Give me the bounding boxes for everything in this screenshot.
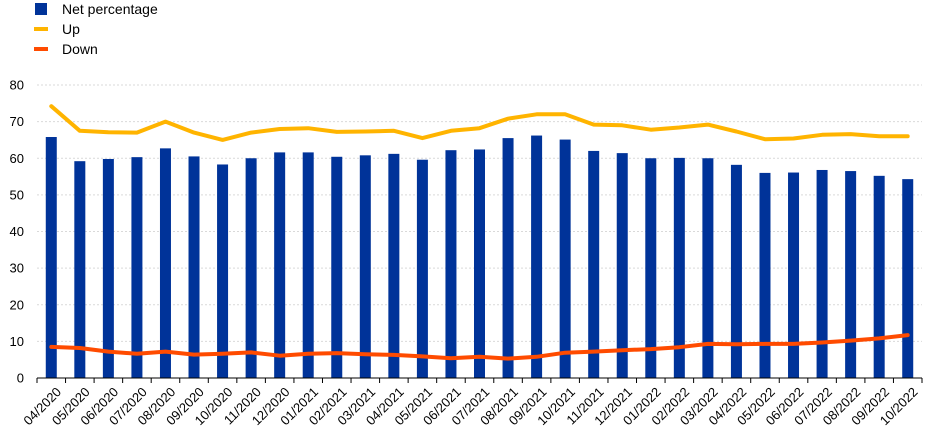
y-tick-label: 20 [10,297,24,312]
bar [331,156,343,378]
y-tick-label: 0 [17,371,24,386]
legend-swatch [35,3,47,15]
bar [274,152,286,378]
line-series [49,104,910,361]
bar-series [45,135,914,378]
bar [302,152,314,378]
y-tick-label: 60 [10,151,24,166]
bar [188,156,200,378]
bar [474,149,485,378]
x-axis-ticks: 04/202005/202006/202007/202008/202009/20… [20,378,923,428]
y-tick-label: 50 [10,187,24,202]
bar [873,175,885,378]
y-axis-ticks: 0 10 20 30 40 50 60 70 80 [10,78,24,386]
bar [131,157,143,378]
bar [673,157,685,378]
gridlines [37,84,922,342]
y-tick-label: 70 [10,114,24,129]
series-line-up [49,104,910,142]
bar [502,138,514,378]
bar [845,171,857,378]
legend-label: Net percentage [62,1,158,17]
legend: Net percentage Up Down [34,1,158,57]
bar [702,158,714,378]
bar [788,172,800,378]
bar [388,153,400,378]
bar [616,153,628,378]
bar [359,155,371,378]
bar [416,159,428,378]
bar [559,139,571,378]
bar [74,161,86,378]
bar [45,137,57,378]
legend-label: Up [62,21,80,37]
bar [245,158,257,378]
bar [902,179,914,378]
y-tick-label: 80 [10,78,24,93]
y-tick-label: 30 [10,261,24,276]
series-line-down [49,333,910,361]
y-tick-label: 40 [10,224,24,239]
bar [645,158,657,378]
bar [445,150,457,378]
bar [531,135,543,378]
legend-label: Down [62,41,98,57]
bar [730,164,742,378]
bar [159,148,171,378]
y-tick-label: 10 [10,334,24,349]
bar [816,169,828,378]
bar [102,158,114,378]
bar [759,172,771,378]
bar [588,150,600,378]
bar [217,164,229,378]
